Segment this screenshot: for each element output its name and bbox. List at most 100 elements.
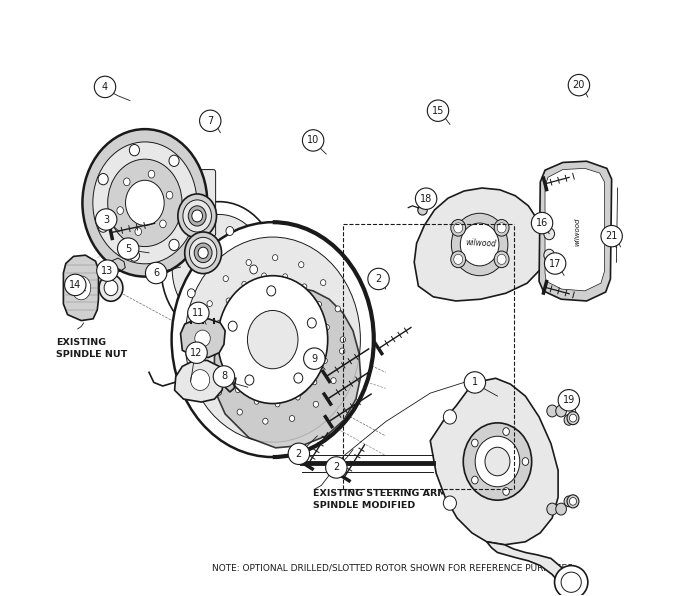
- Text: EXISTING
SPINDLE NUT: EXISTING SPINDLE NUT: [56, 339, 127, 359]
- Ellipse shape: [567, 412, 579, 425]
- Ellipse shape: [567, 495, 579, 508]
- Ellipse shape: [98, 221, 108, 232]
- Polygon shape: [174, 361, 224, 402]
- Ellipse shape: [299, 262, 304, 268]
- Ellipse shape: [418, 205, 427, 215]
- Ellipse shape: [503, 428, 510, 436]
- Ellipse shape: [104, 280, 118, 296]
- Ellipse shape: [316, 302, 321, 307]
- Ellipse shape: [247, 311, 298, 369]
- Ellipse shape: [451, 219, 466, 236]
- Ellipse shape: [312, 380, 317, 385]
- Polygon shape: [64, 255, 99, 321]
- Ellipse shape: [283, 274, 288, 279]
- Circle shape: [304, 348, 325, 370]
- Circle shape: [464, 372, 486, 393]
- Ellipse shape: [443, 496, 456, 510]
- Circle shape: [95, 209, 117, 230]
- Ellipse shape: [451, 251, 466, 268]
- Ellipse shape: [289, 415, 295, 421]
- Ellipse shape: [556, 503, 566, 515]
- Text: 17: 17: [549, 259, 561, 269]
- Ellipse shape: [194, 243, 212, 263]
- Ellipse shape: [275, 402, 280, 407]
- Polygon shape: [414, 188, 545, 301]
- Ellipse shape: [497, 254, 506, 265]
- Ellipse shape: [313, 401, 319, 407]
- Ellipse shape: [183, 200, 211, 232]
- Ellipse shape: [71, 276, 91, 300]
- Text: NOTE: OPTIONAL DRILLED/SLOTTED ROTOR SHOWN FOR REFERENCE PURPOSES: NOTE: OPTIONAL DRILLED/SLOTTED ROTOR SHO…: [212, 564, 573, 573]
- Ellipse shape: [185, 237, 360, 442]
- Circle shape: [368, 268, 389, 290]
- Circle shape: [326, 457, 347, 478]
- Ellipse shape: [203, 362, 209, 368]
- Ellipse shape: [331, 378, 336, 384]
- Circle shape: [427, 100, 449, 122]
- Ellipse shape: [544, 228, 554, 240]
- Ellipse shape: [463, 423, 532, 500]
- Ellipse shape: [172, 215, 266, 324]
- Text: 20: 20: [573, 80, 585, 90]
- Ellipse shape: [485, 447, 510, 476]
- Text: wilwood: wilwood: [574, 217, 580, 246]
- Circle shape: [558, 390, 580, 411]
- Ellipse shape: [222, 368, 227, 374]
- Text: 3: 3: [103, 215, 109, 225]
- Text: 13: 13: [102, 266, 113, 275]
- Circle shape: [214, 366, 235, 387]
- Ellipse shape: [226, 226, 234, 235]
- Ellipse shape: [178, 194, 216, 238]
- Ellipse shape: [250, 265, 258, 274]
- Circle shape: [288, 443, 309, 464]
- Text: 2: 2: [333, 462, 340, 473]
- Ellipse shape: [494, 251, 509, 268]
- Ellipse shape: [228, 321, 237, 331]
- Polygon shape: [214, 287, 360, 448]
- Circle shape: [64, 274, 86, 296]
- Circle shape: [188, 302, 209, 324]
- Ellipse shape: [325, 325, 330, 330]
- Polygon shape: [430, 378, 558, 545]
- Ellipse shape: [188, 241, 195, 250]
- Ellipse shape: [125, 180, 164, 225]
- Ellipse shape: [262, 273, 267, 278]
- Ellipse shape: [522, 458, 528, 465]
- Ellipse shape: [556, 405, 566, 417]
- Text: 15: 15: [432, 105, 444, 116]
- Text: 2: 2: [295, 449, 302, 459]
- Circle shape: [186, 342, 207, 364]
- Text: 5: 5: [125, 244, 132, 254]
- Ellipse shape: [257, 333, 316, 400]
- Circle shape: [97, 260, 118, 281]
- Ellipse shape: [172, 222, 374, 457]
- Ellipse shape: [335, 306, 340, 312]
- Ellipse shape: [198, 245, 241, 294]
- Polygon shape: [545, 169, 605, 291]
- Ellipse shape: [226, 298, 231, 303]
- Ellipse shape: [200, 331, 205, 337]
- Ellipse shape: [503, 488, 510, 495]
- Ellipse shape: [99, 275, 123, 301]
- Ellipse shape: [294, 373, 303, 383]
- Ellipse shape: [148, 170, 155, 178]
- Ellipse shape: [564, 415, 573, 426]
- Ellipse shape: [192, 210, 202, 222]
- Ellipse shape: [272, 254, 278, 260]
- Ellipse shape: [169, 239, 179, 250]
- Ellipse shape: [130, 250, 139, 261]
- Ellipse shape: [117, 207, 123, 215]
- Ellipse shape: [218, 276, 328, 403]
- Ellipse shape: [130, 144, 139, 156]
- Text: 11: 11: [193, 308, 204, 318]
- Text: 9: 9: [312, 353, 317, 364]
- Ellipse shape: [564, 496, 573, 507]
- Ellipse shape: [443, 410, 456, 424]
- Text: 7: 7: [207, 116, 214, 126]
- Ellipse shape: [323, 358, 328, 364]
- Polygon shape: [181, 319, 225, 358]
- Ellipse shape: [226, 303, 234, 312]
- Circle shape: [199, 110, 221, 132]
- Ellipse shape: [321, 280, 326, 285]
- Text: 6: 6: [153, 268, 159, 278]
